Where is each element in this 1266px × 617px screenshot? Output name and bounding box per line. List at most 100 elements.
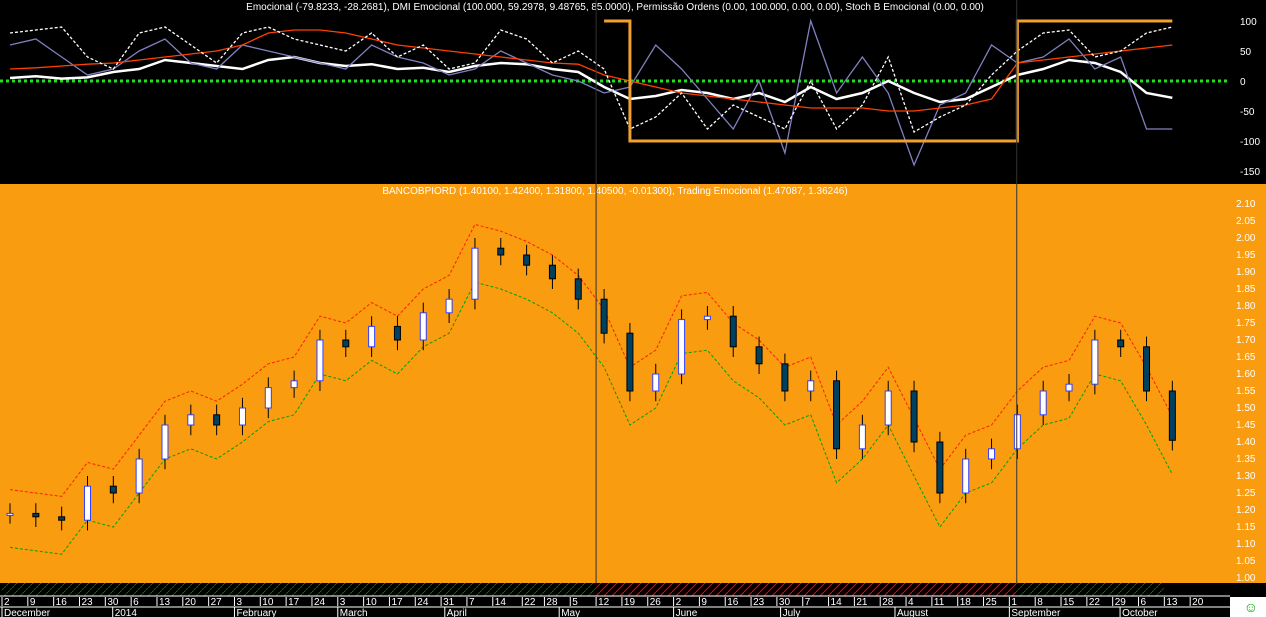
candle-body — [58, 516, 66, 521]
price-tick-label: 1.95 — [1236, 250, 1256, 261]
day-tick-label: 22 — [524, 597, 536, 608]
day-tick-label: 11 — [934, 597, 945, 608]
candle-body — [213, 414, 221, 426]
price-tick-label: 2.05 — [1236, 216, 1256, 227]
candle-body — [316, 339, 324, 382]
day-tick-label: 15 — [1063, 597, 1075, 608]
day-tick-label: 3 — [236, 597, 242, 608]
day-tick-label: 30 — [107, 597, 119, 608]
regime-zone — [1016, 583, 1165, 596]
price-axis-panel — [1230, 184, 1266, 583]
day-tick-label: 20 — [1192, 597, 1204, 608]
day-tick-label: 14 — [831, 597, 843, 608]
month-label: October — [1122, 608, 1158, 617]
candle-body — [368, 325, 376, 348]
price-tick-label: 1.80 — [1236, 301, 1256, 312]
price-title: BANCOBPIORD (1.40100, 1.42400, 1.31800, … — [382, 186, 847, 197]
candle-body — [187, 414, 195, 426]
candle-body — [1143, 346, 1151, 392]
month-label: July — [783, 608, 801, 617]
indicator-tick-label: -50 — [1240, 107, 1255, 118]
month-label: June — [676, 608, 698, 617]
candle-body — [600, 298, 608, 334]
indicator-title: Emocional (-79.8233, -28.2681), DMI Emoc… — [246, 2, 984, 13]
candle-body — [962, 458, 970, 494]
candle-body — [419, 312, 427, 341]
candle-body — [1117, 339, 1125, 348]
day-tick-label: 31 — [443, 597, 455, 608]
day-tick-label: 29 — [1115, 597, 1127, 608]
corner-box — [1230, 597, 1266, 617]
candle-body — [807, 380, 815, 392]
price-tick-label: 1.10 — [1236, 539, 1256, 550]
day-tick-label: 3 — [340, 597, 346, 608]
regime-zone — [596, 583, 1017, 596]
candle-body — [858, 424, 866, 450]
candle-body — [264, 387, 272, 409]
price-tick-label: 1.35 — [1236, 454, 1256, 465]
month-label: May — [561, 608, 580, 617]
price-tick-label: 1.25 — [1236, 488, 1256, 499]
candle-body — [626, 332, 634, 392]
day-tick-label: 30 — [779, 597, 791, 608]
day-tick-label: 26 — [650, 597, 662, 608]
day-tick-label: 23 — [81, 597, 93, 608]
price-tick-label: 1.85 — [1236, 284, 1256, 295]
candle-body — [910, 390, 918, 443]
candle-body — [652, 373, 660, 392]
price-tick-label: 1.40 — [1236, 437, 1256, 448]
regime-zone — [2, 583, 597, 596]
candle-body — [1168, 390, 1176, 441]
series-dmi — [9, 18, 1173, 167]
day-tick-label: 25 — [986, 597, 998, 608]
day-tick-label: 9 — [30, 597, 36, 608]
price-tick-label: 1.45 — [1236, 420, 1256, 431]
indicator-tick-label: 100 — [1240, 17, 1257, 28]
candle-body — [6, 512, 14, 516]
price-tick-label: 2.10 — [1236, 199, 1256, 210]
candle-body — [833, 380, 841, 450]
candle-body — [1013, 414, 1021, 450]
day-tick-label: 22 — [1089, 597, 1101, 608]
day-tick-label: 7 — [469, 597, 475, 608]
price-tick-label: 1.70 — [1236, 335, 1256, 346]
price-tick-label: 1.00 — [1236, 573, 1256, 584]
day-tick-label: 4 — [908, 597, 914, 608]
month-label: 2014 — [115, 608, 138, 617]
candle-body — [32, 512, 40, 518]
day-tick-label: 8 — [1037, 597, 1043, 608]
indicator-tick-label: -150 — [1240, 167, 1260, 178]
indicator-tick-label: -100 — [1240, 137, 1260, 148]
day-tick-label: 20 — [185, 597, 197, 608]
day-tick-label: 17 — [391, 597, 403, 608]
candle-body — [781, 363, 789, 392]
price-tick-label: 1.60 — [1236, 369, 1256, 380]
day-tick-label: 9 — [701, 597, 707, 608]
candle-body — [523, 254, 531, 266]
day-tick-label: 19 — [624, 597, 636, 608]
day-tick-label: 21 — [856, 597, 868, 608]
candle-body — [678, 319, 686, 375]
candle-body — [574, 278, 582, 300]
candle-body — [497, 247, 505, 256]
day-tick-label: 27 — [211, 597, 223, 608]
series-emocional — [9, 55, 1173, 104]
day-tick-label: 10 — [262, 597, 274, 608]
day-tick-label: 14 — [495, 597, 507, 608]
day-tick-label: 18 — [960, 597, 972, 608]
candle-body — [393, 325, 401, 341]
month-label: August — [897, 608, 928, 617]
candle-body — [445, 298, 453, 314]
candle-body — [471, 247, 479, 300]
candle-body — [1039, 390, 1047, 416]
day-tick-label: 2 — [676, 597, 682, 608]
price-tick-label: 1.65 — [1236, 352, 1256, 363]
day-tick-label: 13 — [1166, 597, 1178, 608]
price-panel — [0, 184, 1230, 583]
month-label: February — [236, 608, 276, 617]
day-tick-label: 17 — [288, 597, 300, 608]
candle-body — [83, 485, 91, 521]
day-tick-label: 13 — [159, 597, 171, 608]
candle-body — [1065, 383, 1073, 392]
